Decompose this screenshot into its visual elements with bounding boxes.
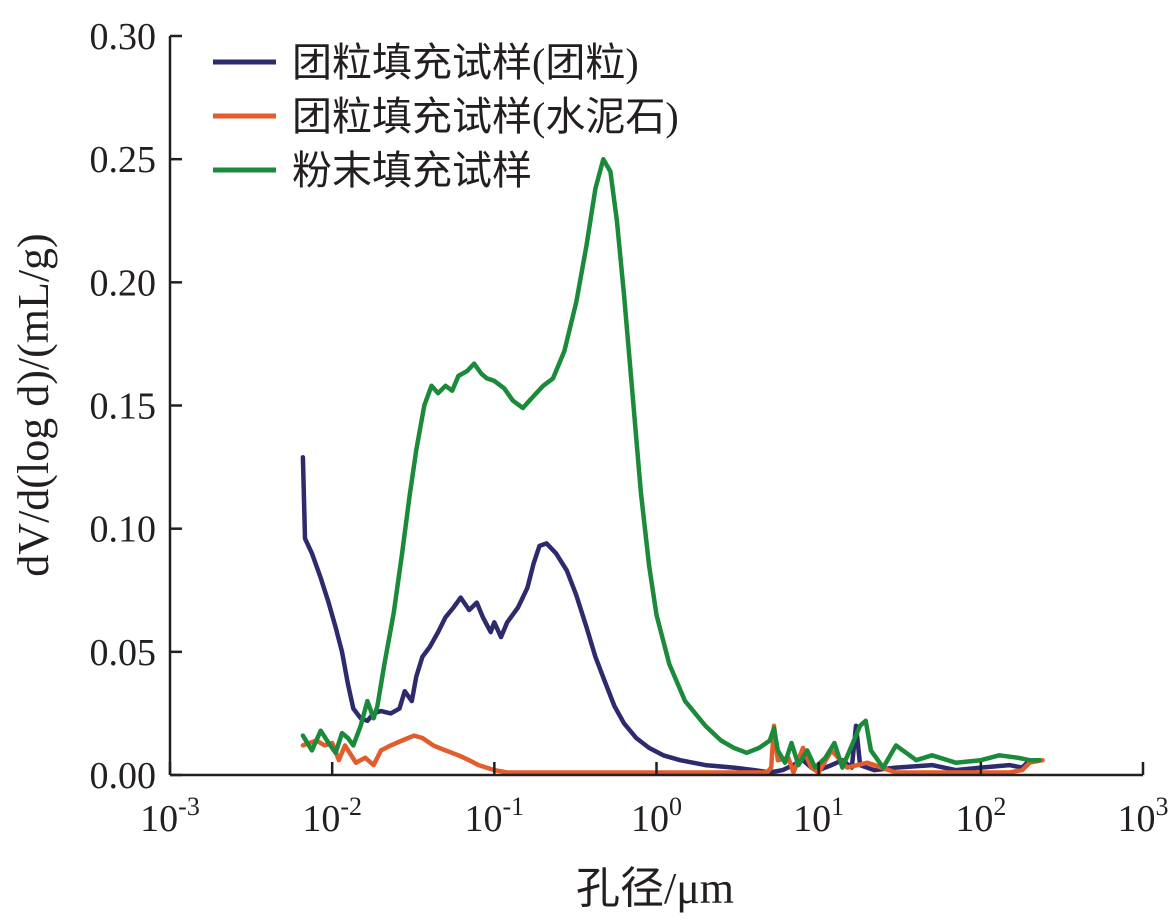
y-tick-label: 0.15: [90, 386, 157, 428]
x-tick-label: 101: [793, 792, 844, 840]
x-tick-exponent: 0: [669, 792, 682, 821]
x-tick-base: 10: [631, 798, 669, 840]
x-tick-base: 10: [1118, 798, 1156, 840]
x-tick-exponent: -2: [340, 792, 362, 821]
x-tick-exponent: 3: [1156, 792, 1169, 821]
x-tick-exponent: -1: [502, 792, 524, 821]
x-tick-label: 103: [1118, 792, 1169, 840]
x-tick-base: 10: [793, 798, 831, 840]
legend-label: 团粒填充试样(团粒): [292, 40, 639, 85]
y-tick-label: 0.10: [90, 509, 157, 551]
legend-label: 粉末填充试样: [292, 148, 532, 193]
x-tick-label: 10-3: [140, 792, 200, 840]
x-tick-label: 102: [955, 792, 1006, 840]
x-tick-base: 10: [140, 798, 178, 840]
y-tick-label: 0.30: [90, 16, 157, 58]
x-axis-ticks: 10-3 10-2 10-1 100 101 102 103: [140, 762, 1169, 840]
series-line-3: [300, 156, 1042, 770]
x-tick-base: 10: [464, 798, 502, 840]
x-tick-exponent: -3: [178, 792, 200, 821]
y-tick-label: 0.20: [90, 262, 157, 304]
x-tick-label: 10-1: [464, 792, 524, 840]
legend: 团粒填充试样(团粒) 团粒填充试样(水泥石) 粉末填充试样: [213, 40, 679, 193]
y-axis-title: dV/d(log d)/(mL/g): [9, 233, 58, 576]
x-tick-base: 10: [302, 798, 340, 840]
series-line-2: [300, 723, 1045, 775]
x-tick-base: 10: [955, 798, 993, 840]
x-tick-label: 100: [631, 792, 682, 840]
axes: [168, 36, 1143, 777]
y-tick-label: 0.25: [90, 139, 157, 181]
x-axis-title: 孔径/μm: [576, 864, 734, 913]
x-tick-exponent: 1: [831, 792, 844, 821]
x-tick-exponent: 2: [993, 792, 1006, 821]
x-tick-label: 10-2: [302, 792, 362, 840]
y-axis-ticks: 0.00 0.05 0.10 0.15 0.20 0.25 0.30: [90, 16, 182, 797]
plot-area: [300, 156, 1045, 775]
y-tick-label: 0.05: [90, 632, 157, 674]
series-line-1: [300, 454, 1042, 775]
y-tick-label: 0.00: [90, 755, 157, 797]
legend-label: 团粒填充试样(水泥石): [292, 94, 679, 139]
